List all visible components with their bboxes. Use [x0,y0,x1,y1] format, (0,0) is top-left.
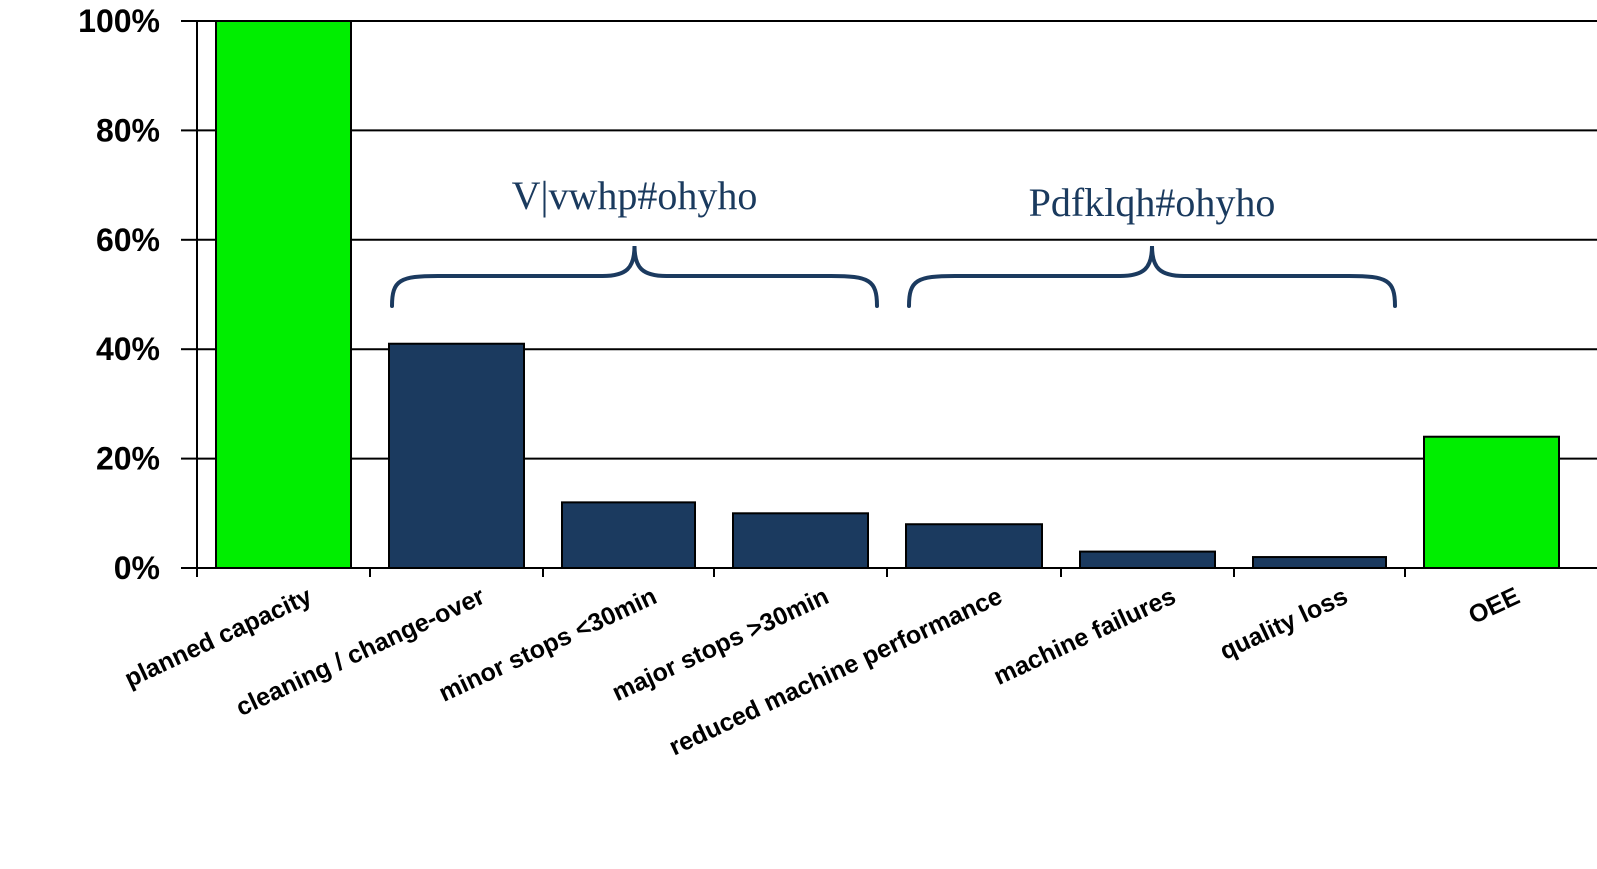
y-tick-label: 20% [96,441,160,477]
x-tick-label: quality loss [1216,582,1352,666]
annotation-label: Pdfklqh#ohyho [1029,180,1276,225]
bar [561,501,696,569]
bar [905,523,1043,569]
brace [907,245,1397,308]
y-tick-label: 40% [96,331,160,367]
y-tick-label: 80% [96,112,160,148]
x-tick-label: reduced machine performance [665,582,1007,761]
y-tick-label: 60% [96,222,160,258]
y-tick-label: 0% [114,550,160,586]
bar [732,512,869,569]
annotation-label: V|vwhp#ohyho [512,173,758,218]
x-tick-label: OEE [1464,582,1524,630]
bar [1252,556,1387,569]
bar [215,20,352,569]
y-tick-labels: 0% 20% 40% 60% 80% 100% [78,3,160,586]
y-tick-label: 100% [78,3,160,39]
bar [1423,435,1560,569]
bar [1079,550,1216,570]
annotations: V|vwhp#ohyho Pdfklqh#ohyho [390,173,1397,308]
x-tick-label: machine failures [989,582,1180,691]
bars [215,20,1560,570]
axes [181,20,1597,577]
bar [388,342,525,570]
brace [390,245,879,308]
